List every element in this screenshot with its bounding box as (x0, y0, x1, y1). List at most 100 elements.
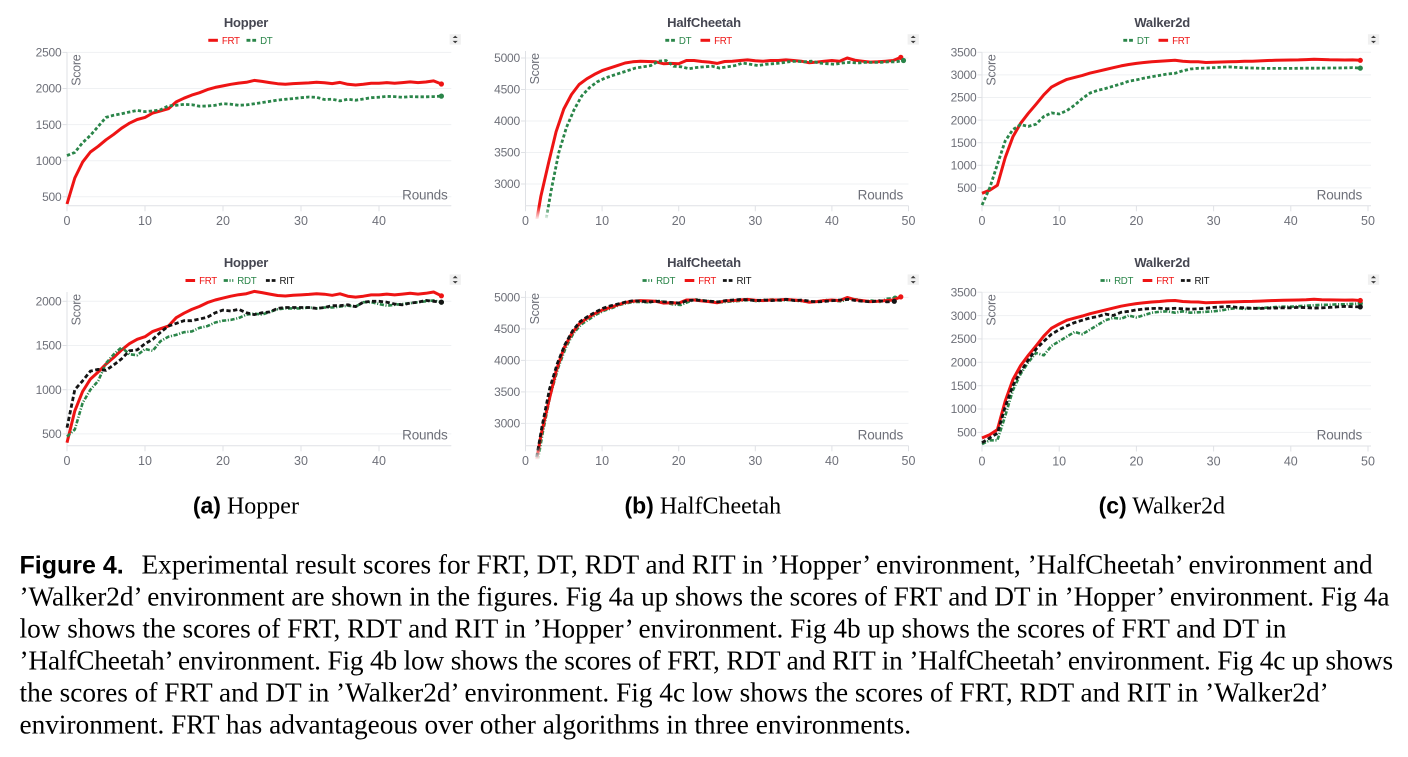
svg-text:1500: 1500 (951, 136, 977, 150)
svg-text:20: 20 (672, 214, 686, 228)
svg-text:40: 40 (372, 214, 386, 228)
svg-text:20: 20 (1129, 454, 1143, 468)
svg-text:2000: 2000 (951, 356, 977, 370)
svg-text:40: 40 (825, 214, 839, 228)
svg-text:40: 40 (1284, 454, 1298, 468)
svg-text:Score: Score (528, 53, 542, 85)
svg-text:30: 30 (1207, 214, 1221, 228)
svg-text:Rounds: Rounds (402, 187, 448, 202)
svg-text:500: 500 (42, 190, 62, 204)
svg-text:HalfCheetah: HalfCheetah (667, 255, 741, 270)
svg-text:Score: Score (985, 294, 999, 326)
svg-text:Hopper: Hopper (224, 15, 268, 30)
svg-text:30: 30 (748, 454, 762, 468)
svg-text:500: 500 (957, 426, 977, 440)
svg-text:RDT: RDT (237, 276, 256, 287)
svg-text:500: 500 (42, 427, 62, 441)
svg-text:3000: 3000 (951, 309, 977, 323)
svg-text:Walker2d: Walker2d (1134, 255, 1190, 270)
svg-text:2500: 2500 (951, 91, 977, 105)
svg-text:RDT: RDT (656, 276, 675, 287)
svg-text:4000: 4000 (494, 354, 520, 368)
svg-text:’HalfCheetah’ environment. Fig: ’HalfCheetah’ environment. Fig 4b low sh… (20, 645, 1393, 675)
svg-text:1000: 1000 (36, 383, 62, 397)
svg-text:FRT: FRT (222, 36, 240, 47)
svg-text:DT: DT (260, 36, 273, 47)
svg-text:Rounds: Rounds (402, 427, 448, 442)
svg-text:1500: 1500 (951, 379, 977, 393)
svg-text:10: 10 (138, 214, 152, 228)
svg-text:50: 50 (902, 214, 916, 228)
svg-text:RIT: RIT (280, 276, 295, 287)
svg-text:environment. FRT has advantage: environment. FRT has advantageous over o… (20, 709, 912, 739)
svg-text:Hopper: Hopper (224, 255, 268, 270)
svg-text:Rounds: Rounds (858, 187, 904, 202)
svg-text:Score: Score (985, 54, 999, 86)
svg-text:RIT: RIT (1195, 276, 1210, 287)
svg-text:Score: Score (70, 54, 84, 86)
svg-text:3000: 3000 (494, 417, 520, 431)
svg-text:Walker2d: Walker2d (1134, 15, 1190, 30)
svg-text:20: 20 (672, 454, 686, 468)
svg-text:HalfCheetah: HalfCheetah (667, 15, 741, 30)
svg-text:40: 40 (825, 454, 839, 468)
svg-text:4500: 4500 (494, 322, 520, 336)
svg-text:FRT: FRT (199, 276, 217, 287)
svg-text:3000: 3000 (951, 68, 977, 82)
svg-text:30: 30 (294, 214, 308, 228)
svg-text:3500: 3500 (951, 46, 977, 60)
svg-text:Figure 4. Experimental result: Figure 4. Experimental result scores for… (20, 549, 1374, 579)
svg-text:FRT: FRT (1156, 276, 1174, 287)
svg-text:RIT: RIT (737, 276, 752, 287)
svg-text:3500: 3500 (951, 285, 977, 299)
svg-text:20: 20 (1129, 214, 1143, 228)
svg-text:3000: 3000 (494, 177, 520, 191)
svg-text:2500: 2500 (36, 46, 62, 60)
svg-text:the scores of FRT and DT in ’W: the scores of FRT and DT in ’Walker2d’ e… (20, 677, 1329, 707)
svg-text:500: 500 (957, 181, 977, 195)
svg-text:5000: 5000 (494, 51, 520, 65)
svg-text:4500: 4500 (494, 83, 520, 97)
svg-text:Score: Score (70, 294, 84, 326)
svg-text:FRT: FRT (714, 36, 732, 47)
svg-text:low shows the scores of FRT, R: low shows the scores of FRT, RDT and RIT… (20, 613, 1287, 643)
svg-text:DT: DT (679, 36, 692, 47)
svg-text:0: 0 (522, 454, 529, 468)
svg-text:1500: 1500 (36, 118, 62, 132)
svg-text:10: 10 (595, 454, 609, 468)
svg-text:1000: 1000 (36, 154, 62, 168)
svg-text:0: 0 (979, 214, 986, 228)
svg-text:20: 20 (216, 454, 230, 468)
svg-text:5000: 5000 (494, 291, 520, 305)
svg-text:2000: 2000 (36, 82, 62, 96)
svg-text:(a) Hopper: (a) Hopper (193, 493, 299, 520)
svg-text:0: 0 (64, 454, 71, 468)
svg-text:1000: 1000 (951, 402, 977, 416)
svg-text:FRT: FRT (1172, 36, 1190, 47)
svg-text:Rounds: Rounds (1317, 187, 1363, 202)
svg-text:40: 40 (1284, 214, 1298, 228)
svg-text:0: 0 (979, 454, 986, 468)
svg-text:0: 0 (522, 214, 529, 228)
svg-text:4000: 4000 (494, 114, 520, 128)
svg-text:RDT: RDT (1114, 276, 1133, 287)
svg-text:Score: Score (528, 293, 542, 325)
svg-text:10: 10 (595, 214, 609, 228)
svg-text:30: 30 (294, 454, 308, 468)
svg-text:10: 10 (138, 454, 152, 468)
svg-text:3500: 3500 (494, 385, 520, 399)
svg-text:1500: 1500 (36, 339, 62, 353)
svg-text:(c) Walker2d: (c) Walker2d (1099, 493, 1225, 520)
svg-text:’Walker2d’ environment are sho: ’Walker2d’ environment are shown in the … (20, 581, 1390, 611)
svg-text:1000: 1000 (951, 159, 977, 173)
svg-text:50: 50 (1361, 454, 1375, 468)
svg-text:Rounds: Rounds (1317, 428, 1363, 443)
svg-text:3500: 3500 (494, 146, 520, 160)
svg-text:30: 30 (748, 214, 762, 228)
svg-text:40: 40 (372, 454, 386, 468)
svg-text:2000: 2000 (951, 113, 977, 127)
svg-text:10: 10 (1052, 454, 1066, 468)
svg-text:30: 30 (1207, 454, 1221, 468)
svg-text:2500: 2500 (951, 332, 977, 346)
svg-text:2000: 2000 (36, 295, 62, 309)
